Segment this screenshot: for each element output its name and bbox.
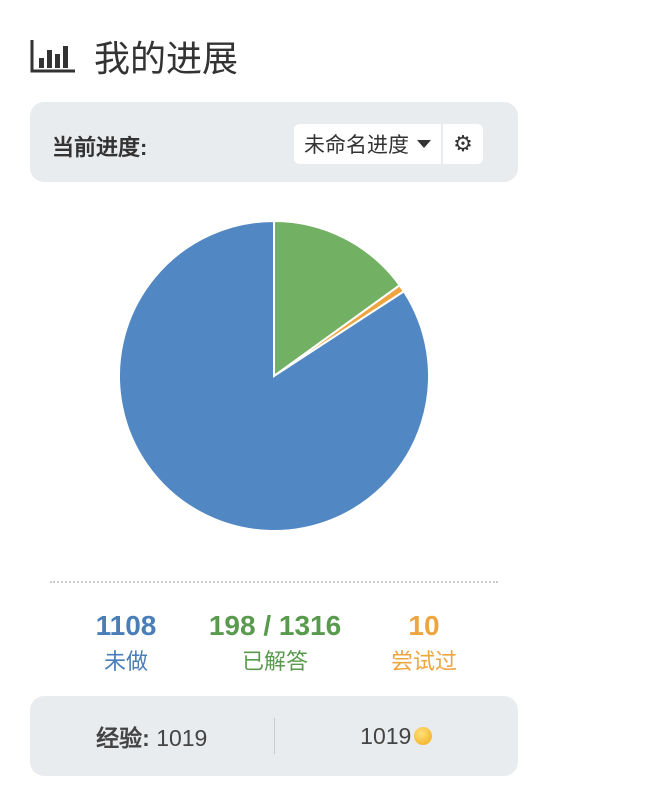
page-header: 我的进展 <box>30 30 238 82</box>
divider <box>50 581 498 583</box>
coins-value: 1019 <box>360 722 412 749</box>
stat-todo: 1108 未做 <box>46 610 206 676</box>
stat-tried: 10 尝试过 <box>344 610 504 676</box>
progress-label: 当前进度: <box>52 135 148 160</box>
bar-chart-icon <box>30 40 75 73</box>
footer-panel: 经验: 1019 1019 <box>30 696 518 776</box>
pie-slice-0 <box>273 219 402 378</box>
experience: 经验: 1019 <box>30 719 274 753</box>
gear-icon[interactable]: ⚙ <box>453 131 473 156</box>
progress-selector: 未命名进度 ⚙ <box>294 124 483 164</box>
footer-separator <box>273 718 275 754</box>
stat-tried-value: 10 <box>408 610 440 641</box>
stat-todo-value: 1108 <box>95 610 157 641</box>
stat-tried-label: 尝试过 <box>390 649 457 674</box>
page-title: 我的进展 <box>94 38 239 79</box>
caret-down-icon <box>417 140 431 148</box>
pie-slice-2 <box>118 219 430 532</box>
progress-panel: 当前进度: 未命名进度 ⚙ <box>30 102 518 182</box>
experience-value: 1019 <box>156 725 208 751</box>
stat-solved-label: 已解答 <box>241 649 308 674</box>
coin-icon <box>414 726 433 745</box>
stat-solved-value: 198 / 1316 <box>208 610 342 641</box>
coins: 1019 <box>275 723 519 750</box>
experience-label: 经验: <box>96 725 150 751</box>
progress-dropdown-value: 未命名进度 <box>304 134 409 157</box>
stat-solved: 198 / 1316 已解答 <box>195 610 355 676</box>
progress-pie-chart <box>118 219 430 532</box>
stat-todo-label: 未做 <box>103 649 148 674</box>
progress-dropdown[interactable]: 未命名进度 <box>294 124 443 164</box>
